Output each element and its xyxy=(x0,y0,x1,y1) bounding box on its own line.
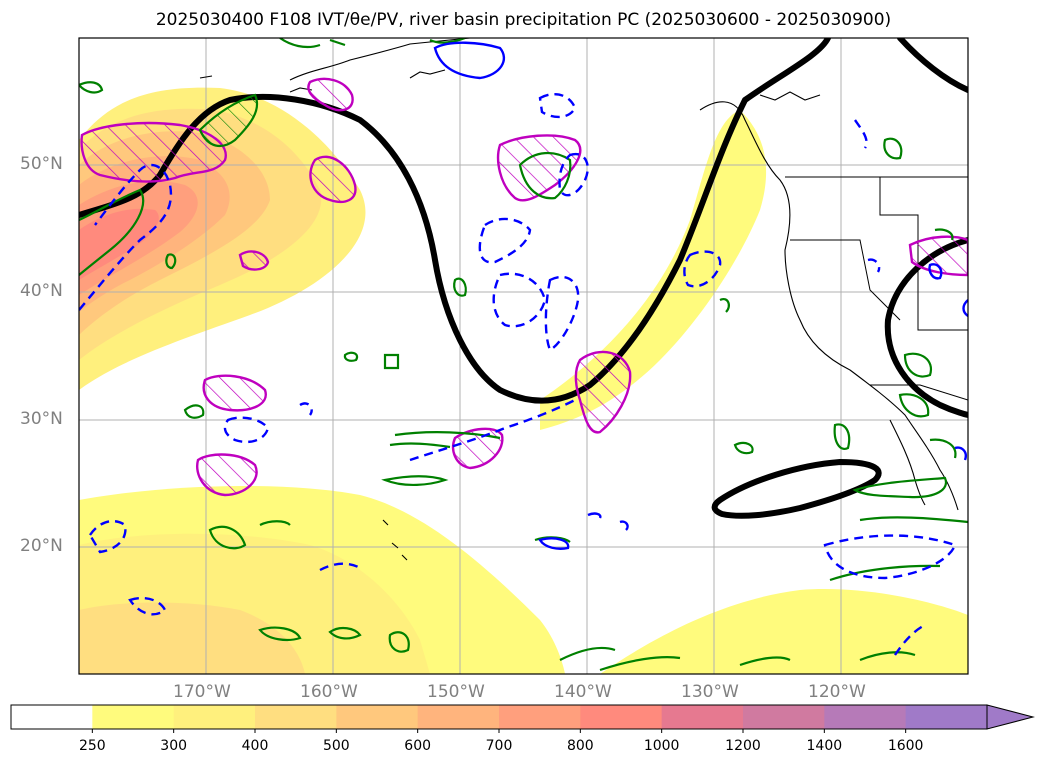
negative-contours xyxy=(79,41,968,656)
colorbar-extend-arrow xyxy=(986,704,1035,730)
colorbar-segment xyxy=(499,705,581,729)
coastlines xyxy=(199,38,959,561)
lat-label-30n: 30°N xyxy=(20,409,63,429)
lon-label-160w: 160°W xyxy=(300,682,358,702)
lat-label-50n: 50°N xyxy=(20,154,63,174)
lon-label-140w: 140°W xyxy=(554,682,612,702)
colorbar-tick-label: 250 xyxy=(78,738,106,754)
lon-label-170w: 170°W xyxy=(173,682,231,702)
colorbar-segment xyxy=(661,705,744,729)
colorbar-tick-label: 500 xyxy=(322,738,350,754)
colorbar-segment xyxy=(417,705,500,729)
colorbar xyxy=(10,704,1035,733)
colorbar-tick-label: 1200 xyxy=(725,738,761,754)
pv-contours xyxy=(79,38,968,672)
political-borders xyxy=(785,176,968,401)
colorbar-segment xyxy=(580,705,663,729)
colorbar-segments xyxy=(11,705,988,729)
lon-label-120w: 120°W xyxy=(808,682,866,702)
lon-label-130w: 130°W xyxy=(681,682,739,702)
colorbar-segment xyxy=(336,705,419,729)
colorbar-segment xyxy=(905,705,988,729)
plot-border xyxy=(78,37,969,675)
colorbar-tick-label: 1400 xyxy=(806,738,843,754)
colorbar-segment xyxy=(92,705,175,729)
colorbar-tick-label: 1600 xyxy=(887,738,924,754)
precip-pc-contours xyxy=(80,77,968,497)
colorbar-tick-label: 300 xyxy=(160,738,188,754)
colorbar-tick-label: 800 xyxy=(566,738,594,754)
colorbar-tick-label: 1000 xyxy=(643,738,680,754)
colorbar-segment xyxy=(11,705,93,729)
lon-label-150w: 150°W xyxy=(427,682,485,702)
colorbar-ticks xyxy=(91,729,907,733)
colorbar-segment xyxy=(173,705,256,729)
colorbar-tick-label: 400 xyxy=(241,738,269,754)
lat-label-40n: 40°N xyxy=(20,281,63,301)
lat-label-20n: 20°N xyxy=(20,536,63,556)
colorbar-segment xyxy=(824,705,907,729)
colorbar-tick-label: 700 xyxy=(485,738,513,754)
colorbar-segment xyxy=(743,705,825,729)
chart-title: 2025030400 F108 IVT/θe/PV, river basin p… xyxy=(155,10,892,30)
colorbar-segment xyxy=(255,705,337,729)
plot-content xyxy=(79,38,968,674)
colorbar-tick-label: 600 xyxy=(404,738,432,754)
